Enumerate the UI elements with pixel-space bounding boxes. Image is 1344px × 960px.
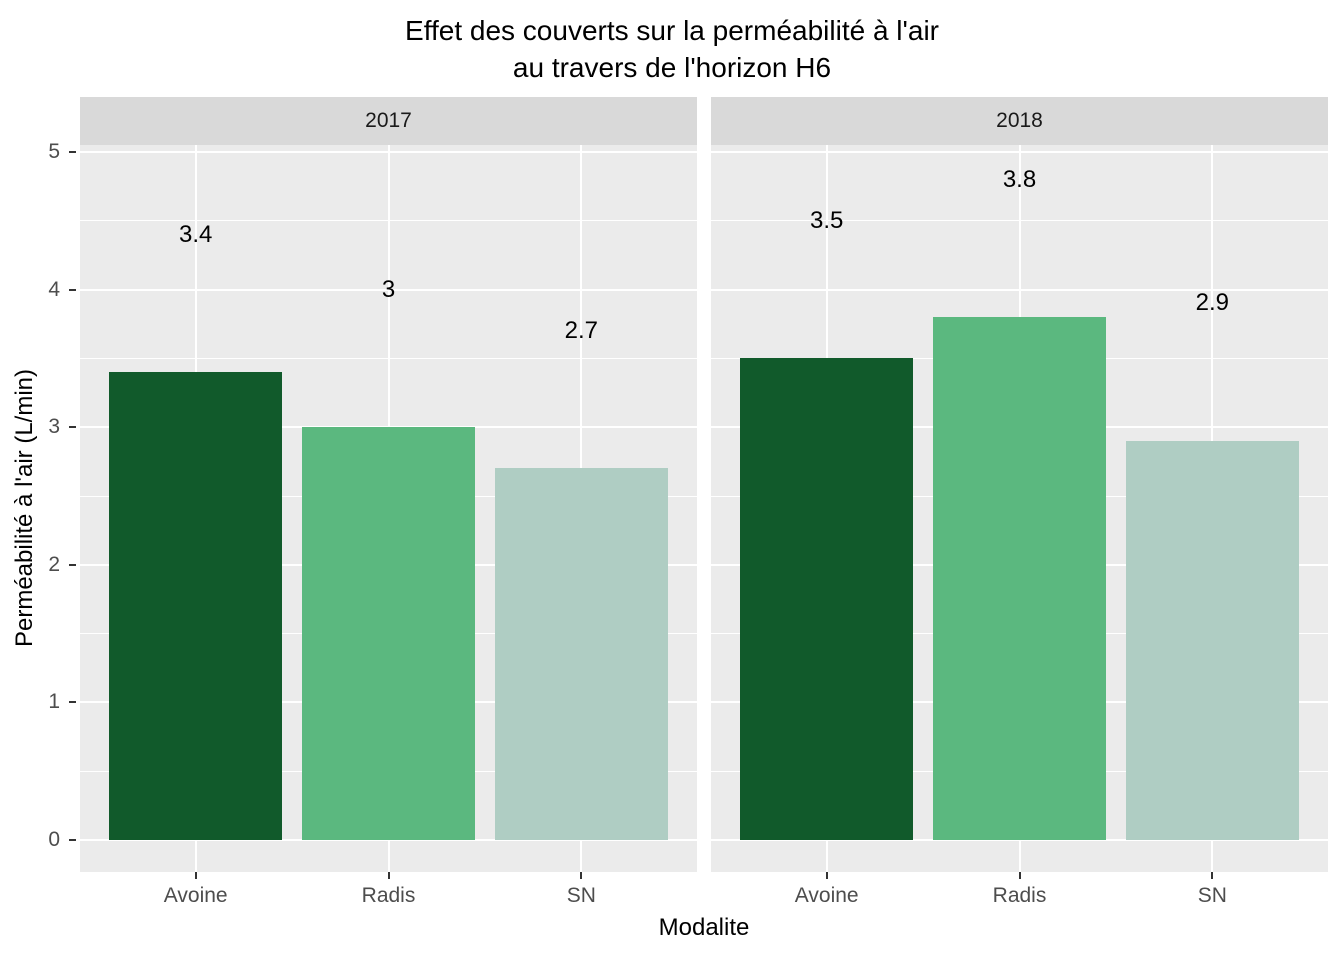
facet-column: 2018 3.5 3.8 2.9 Avoine Radis SN [711,97,1328,928]
y-tick-mark [69,701,76,704]
chart-title-line2: au travers de l'horizon H6 [512,52,832,83]
x-axis-area: Avoine Radis SN [80,872,697,928]
bar-avoine [739,358,914,840]
y-axis: 0 1 2 3 4 5 [0,140,80,872]
x-tick-mark [1018,872,1021,879]
bar-value-label: 3.8 [1002,165,1037,193]
y-tick-mark [69,839,76,841]
y-tick-label: 2 [48,552,60,576]
facet-column: 2017 3.4 3 2.7 Avoine Radis SN [80,97,697,928]
bar-value-label: 3 [381,275,396,303]
x-tick-label: SN [566,884,596,907]
x-tick-label: Radis [361,884,416,907]
bar-radis [301,427,476,840]
bar-value-label: 2.7 [564,316,598,344]
bar-value-label: 3.5 [810,206,844,234]
y-tick-mark [69,563,76,566]
x-axis-title: Modalite [658,914,750,941]
y-tick-label: 0 [48,828,60,851]
bar-radis [932,317,1107,840]
facet-panel: 3.5 3.8 2.9 [711,145,1328,872]
y-tick-label: 5 [48,140,60,163]
y-tick-label: 3 [48,415,60,439]
y-tick-mark [69,426,76,429]
chart-title: Effet des couverts sur la perméabilité à… [0,12,1344,86]
x-tick-label: Avoine [794,884,859,907]
bar-sn [494,468,669,840]
x-tick-mark [580,872,583,879]
bar-sn [1125,440,1300,840]
bar-avoine [108,372,283,840]
x-tick-label: Radis [992,884,1047,907]
facet-panel: 3.4 3 2.7 [80,145,697,872]
y-tick-label: 1 [48,690,60,714]
facet-strip-label: 2017 [80,97,697,145]
bar-value-label: 2.9 [1195,289,1229,317]
facet-strip-label: 2018 [711,97,1328,145]
x-tick-mark [387,872,390,879]
y-tick-mark [69,151,76,153]
chart-title-line1: Effet des couverts sur la perméabilité à… [405,15,939,46]
x-tick-mark [825,872,828,879]
x-axis-area: Avoine Radis SN [711,872,1328,928]
x-tick-mark [194,872,197,879]
y-tick-label: 4 [48,277,60,301]
x-tick-mark [1211,872,1214,879]
facet-row: 2017 3.4 3 2.7 Avoine Radis SN 2018 3.5 3.8 2.9 Avo… [80,97,1328,928]
y-tick-mark [69,288,76,291]
bar-value-label: 3.4 [179,220,213,248]
x-tick-label: Avoine [163,884,228,907]
x-tick-label: SN [1197,884,1227,907]
